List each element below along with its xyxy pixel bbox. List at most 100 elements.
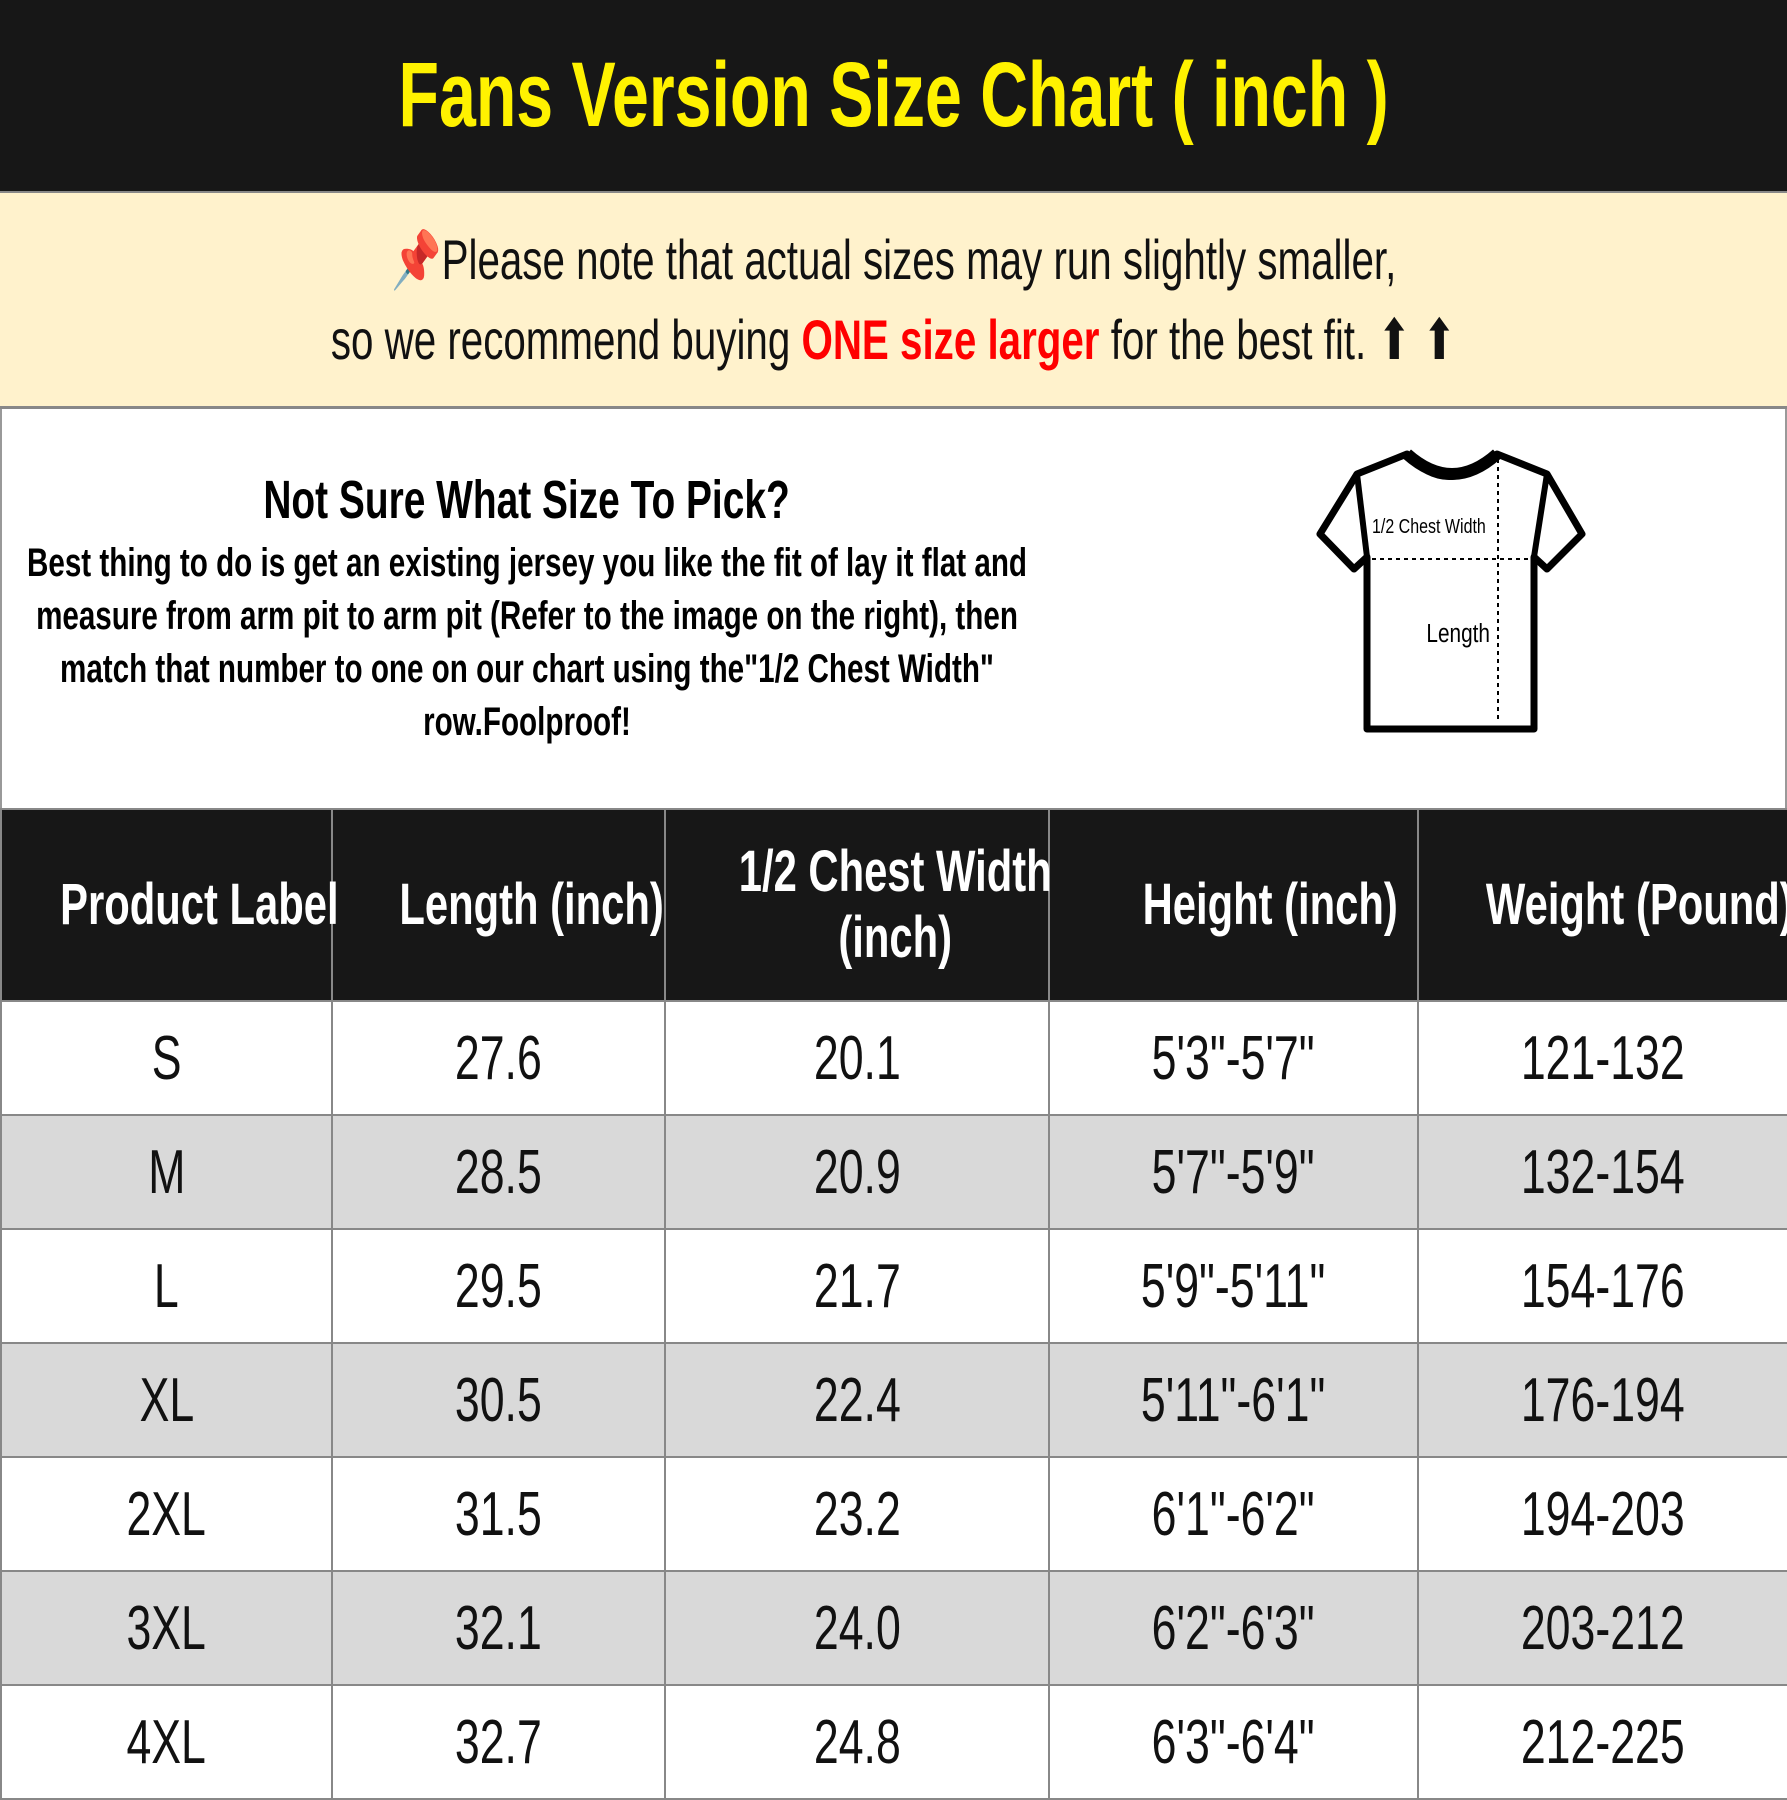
table-cell: 20.9: [664, 1114, 1050, 1230]
up-arrow-icon: ⬆ ⬆: [1377, 307, 1457, 371]
table-cell: 32.1: [331, 1570, 666, 1686]
table-cell: 194-203: [1417, 1456, 1787, 1572]
column-header-text: Product Label: [60, 872, 339, 937]
table-cell: 6'1"-6'2": [1048, 1456, 1419, 1572]
cell-value: 132-154: [1521, 1137, 1685, 1207]
cell-value: 2XL: [126, 1479, 207, 1549]
cell-value: 23.2: [813, 1479, 901, 1549]
sizing-note: 📌Please note that actual sizes may run s…: [0, 193, 1787, 409]
column-header-text: Weight (Pound): [1485, 872, 1787, 937]
cell-value: 203-212: [1521, 1593, 1685, 1663]
table-cell: 32.7: [331, 1684, 666, 1800]
title-banner: Fans Version Size Chart ( inch ): [0, 0, 1787, 193]
cell-value: 6'1"-6'2": [1152, 1479, 1315, 1549]
table-cell: 203-212: [1417, 1570, 1787, 1686]
table-cell: 5'11"-6'1": [1048, 1342, 1419, 1458]
cell-value: 29.5: [455, 1251, 542, 1321]
cell-value: 5'7"-5'9": [1152, 1137, 1315, 1207]
table-row: 4XL 32.7 24.8 6'3"-6'4" 212-225: [0, 1684, 1787, 1800]
chest-label: 1/2 Chest Width: [1372, 515, 1486, 537]
cell-value: 5'11"-6'1": [1141, 1365, 1326, 1435]
cell-value: S: [151, 1023, 182, 1093]
note-prefix: so we recommend buying: [330, 307, 802, 371]
cell-value: 24.0: [813, 1593, 901, 1663]
cell-value: 20.1: [813, 1023, 901, 1093]
table-cell: 24.8: [664, 1684, 1050, 1800]
column-header: Weight (Pound): [1417, 808, 1787, 1002]
note-line-1-text: Please note that actual sizes may run sl…: [441, 227, 1396, 291]
table-row: L 29.5 21.7 5'9"-5'11" 154-176: [0, 1228, 1787, 1344]
cell-value: 5'3"-5'7": [1152, 1023, 1315, 1093]
cell-value: 6'3"-6'4": [1152, 1707, 1315, 1777]
cell-value: 30.5: [455, 1365, 542, 1435]
table-cell: 5'7"-5'9": [1048, 1114, 1419, 1230]
table-row: 2XL 31.5 23.2 6'1"-6'2" 194-203: [0, 1456, 1787, 1572]
table-cell: 6'3"-6'4": [1048, 1684, 1419, 1800]
column-header: 1/2 Chest Width (inch): [664, 808, 1052, 1002]
table-cell: 3XL: [0, 1570, 333, 1686]
table-cell: 29.5: [331, 1228, 666, 1344]
note-highlight: ONE size larger: [801, 307, 1100, 371]
cell-value: 22.4: [813, 1365, 901, 1435]
cell-value: 176-194: [1521, 1365, 1685, 1435]
guide-body: Best thing to do is get an existing jers…: [27, 541, 1027, 744]
cell-value: 4XL: [126, 1707, 207, 1777]
cell-value: 27.6: [455, 1023, 542, 1093]
cell-value: 24.8: [813, 1707, 901, 1777]
guide-heading: Not Sure What Size To Pick?: [263, 470, 791, 530]
cell-value: 3XL: [126, 1593, 207, 1663]
note-suffix: for the best fit.: [1099, 307, 1367, 371]
table-cell: 2XL: [0, 1456, 333, 1572]
cell-value: L: [154, 1251, 179, 1321]
column-header: Product Label: [0, 808, 339, 1002]
table-cell: 21.7: [664, 1228, 1050, 1344]
table-cell: 132-154: [1417, 1114, 1787, 1230]
cell-value: 194-203: [1521, 1479, 1685, 1549]
cell-value: 121-132: [1521, 1023, 1685, 1093]
column-header: Length (inch): [331, 808, 666, 1002]
cell-value: 20.9: [813, 1137, 901, 1207]
column-header-text: 1/2 Chest Width (inch): [738, 839, 1052, 970]
table-cell: 30.5: [331, 1342, 666, 1458]
length-label: Length: [1426, 619, 1490, 648]
table-cell: 28.5: [331, 1114, 666, 1230]
column-header-text: Height (inch): [1142, 872, 1398, 937]
table-cell: 27.6: [331, 1000, 666, 1116]
cell-value: 5'9"-5'11": [1141, 1251, 1326, 1321]
table-cell: S: [0, 1000, 333, 1116]
table-row: S 27.6 20.1 5'3"-5'7" 121-132: [0, 1000, 1787, 1116]
table-cell: 22.4: [664, 1342, 1050, 1458]
cell-value: 32.7: [455, 1707, 542, 1777]
cell-value: 32.1: [455, 1593, 542, 1663]
table-cell: 23.2: [664, 1456, 1050, 1572]
table-cell: 4XL: [0, 1684, 333, 1800]
column-header-text: Length (inch): [399, 872, 664, 937]
cell-value: 154-176: [1521, 1251, 1685, 1321]
table-cell: 24.0: [664, 1570, 1050, 1686]
note-line-2: so we recommend buying ONE size larger f…: [331, 307, 1456, 373]
table-cell: 6'2"-6'3": [1048, 1570, 1419, 1686]
note-line-1: 📌Please note that actual sizes may run s…: [391, 227, 1396, 293]
page-title: Fans Version Size Chart ( inch ): [398, 44, 1389, 146]
table-row: 3XL 32.1 24.0 6'2"-6'3" 203-212: [0, 1570, 1787, 1686]
tshirt-diagram-icon: 1/2 Chest Width Length: [1316, 449, 1586, 733]
cell-value: 31.5: [455, 1479, 542, 1549]
table-row: XL 30.5 22.4 5'11"-6'1" 176-194: [0, 1342, 1787, 1458]
table-row: M 28.5 20.9 5'7"-5'9" 132-154: [0, 1114, 1787, 1230]
table-cell: 212-225: [1417, 1684, 1787, 1800]
cell-value: M: [147, 1137, 186, 1207]
table-cell: XL: [0, 1342, 333, 1458]
table-cell: 20.1: [664, 1000, 1050, 1116]
cell-value: 6'2"-6'3": [1152, 1593, 1315, 1663]
table-cell: 5'9"-5'11": [1048, 1228, 1419, 1344]
table-cell: 121-132: [1417, 1000, 1787, 1116]
table-cell: 5'3"-5'7": [1048, 1000, 1419, 1116]
column-header: Height (inch): [1048, 808, 1419, 1002]
table-cell: M: [0, 1114, 333, 1230]
pushpin-icon: 📌: [391, 227, 442, 291]
table-cell: 154-176: [1417, 1228, 1787, 1344]
cell-value: XL: [139, 1365, 194, 1435]
fit-guide: Not Sure What Size To Pick? Best thing t…: [0, 409, 1787, 808]
cell-value: 21.7: [813, 1251, 901, 1321]
cell-value: 28.5: [455, 1137, 542, 1207]
